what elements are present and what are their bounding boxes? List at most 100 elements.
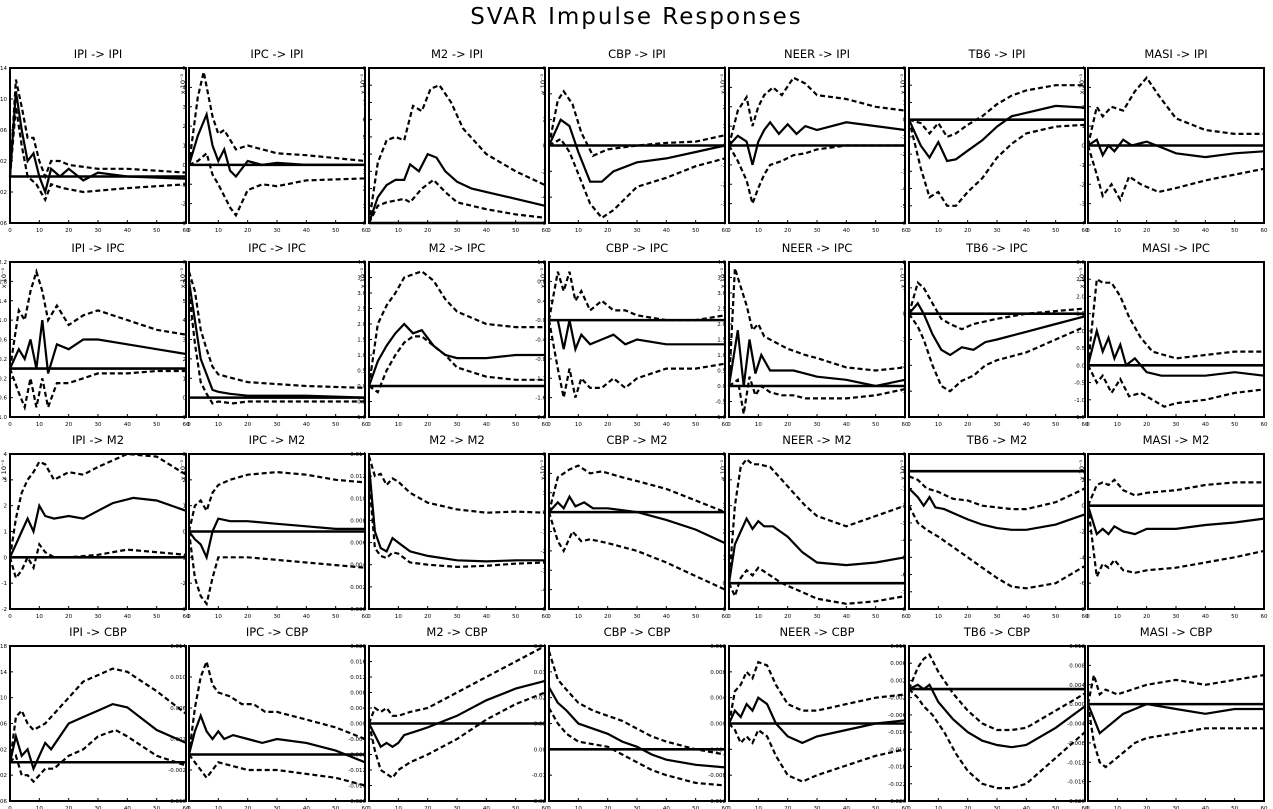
y-tick-label: -0.004 bbox=[348, 737, 366, 743]
y-tick-label: -0.02 bbox=[532, 799, 546, 805]
y-tick-label: 3.0 bbox=[357, 291, 366, 297]
y-tick-label: 4.0 bbox=[717, 260, 726, 266]
x-tick-label: 50 bbox=[153, 614, 160, 620]
y-tick-label: -5 bbox=[901, 204, 907, 210]
y-tick-label: 0.014 bbox=[0, 670, 7, 676]
x-tick-label: 20 bbox=[424, 228, 431, 234]
y-tick-label: 0.02 bbox=[534, 696, 546, 702]
x-tick-label: 50 bbox=[153, 422, 160, 428]
x-tick-label: 0 bbox=[547, 806, 551, 809]
x-tick-label: 30 bbox=[95, 228, 102, 234]
y-tick-label: 3 bbox=[183, 338, 187, 344]
x-tick-label: 0 bbox=[727, 422, 731, 428]
y-tick-label: 0.002 bbox=[0, 159, 7, 165]
y-tick-label: -3 bbox=[1080, 202, 1086, 208]
y-tick-label: 2.0 bbox=[357, 322, 366, 328]
y-tick-label: -3 bbox=[541, 568, 547, 574]
upper-band-line bbox=[187, 271, 366, 389]
response-line bbox=[8, 319, 187, 374]
y-tick-label: -2 bbox=[721, 182, 726, 188]
x-tick-label: 30 bbox=[814, 422, 821, 428]
x-tick-label: 60 bbox=[902, 806, 909, 809]
x-tick-label: 60 bbox=[1261, 806, 1268, 809]
x-tick-label: 0 bbox=[1086, 806, 1090, 809]
y-tick-label: 2.5 bbox=[357, 307, 366, 313]
y-tick-label: 3.5 bbox=[357, 276, 366, 282]
response-line bbox=[548, 686, 726, 769]
y-tick-label: -1 bbox=[721, 163, 726, 169]
y-tick-label: 0.006 bbox=[0, 128, 7, 134]
y-tick-label: 3 bbox=[723, 85, 727, 91]
x-tick-label: 60 bbox=[902, 614, 909, 620]
y-tick-label: -0.010 bbox=[888, 730, 906, 736]
x-tick-label: 30 bbox=[1173, 228, 1180, 234]
y-tick-label: -0.002 bbox=[0, 773, 7, 779]
y-tick-label: 0.002 bbox=[170, 737, 186, 743]
y-tick-label: 1.5 bbox=[357, 338, 366, 344]
y-tick-label: 0.010 bbox=[0, 696, 7, 702]
y-tick-label: -3 bbox=[721, 202, 727, 208]
response-line bbox=[187, 712, 366, 764]
x-tick-label: 20 bbox=[604, 422, 611, 428]
x-tick-label: 10 bbox=[215, 806, 222, 809]
y-tick-label: -0.002 bbox=[0, 190, 7, 196]
lower-band-line bbox=[8, 541, 187, 581]
y-tick-label: 0.2 bbox=[0, 357, 7, 363]
lower-band-line bbox=[908, 313, 1086, 393]
x-tick-label: 50 bbox=[512, 228, 519, 234]
x-tick-label: 10 bbox=[36, 422, 43, 428]
y-tick-label: 3 bbox=[1082, 85, 1086, 91]
y-tick-label: -0.002 bbox=[888, 696, 906, 702]
x-tick-label: 40 bbox=[303, 614, 310, 620]
x-tick-label: 60 bbox=[1082, 806, 1089, 809]
response-line bbox=[367, 465, 545, 563]
upper-band-line bbox=[907, 280, 1086, 331]
x-tick-label: 30 bbox=[1173, 422, 1180, 428]
y-tick-label: -1 bbox=[901, 486, 906, 492]
x-tick-label: 40 bbox=[1023, 806, 1030, 809]
y-tick-label: 1.2 bbox=[537, 260, 546, 266]
upper-band-line bbox=[547, 464, 726, 514]
y-tick-label: 4 bbox=[723, 478, 727, 484]
x-tick-label: 0 bbox=[907, 614, 911, 620]
panel-frame bbox=[368, 453, 546, 610]
y-tick-label: 4 bbox=[183, 85, 187, 91]
y-tick-label: 0.0 bbox=[717, 384, 726, 390]
y-tick-label: 3.0 bbox=[1076, 260, 1085, 266]
y-tick-label: 0 bbox=[543, 144, 547, 150]
x-tick-label: 60 bbox=[1261, 614, 1268, 620]
y-tick-label: 3.0 bbox=[717, 291, 726, 297]
panel-title: CBP -> CBP bbox=[604, 625, 671, 639]
x-tick-label: 30 bbox=[1173, 806, 1180, 809]
y-tick-label: 0.018 bbox=[0, 644, 7, 650]
y-tick-label: 0.010 bbox=[890, 644, 906, 650]
x-tick-label: 40 bbox=[1202, 228, 1209, 234]
y-tick-label: 1 bbox=[363, 204, 367, 210]
y-tick-label: -3 bbox=[181, 221, 187, 227]
y-tick-label: 1.0 bbox=[357, 353, 366, 359]
y-tick-label: 0 bbox=[4, 555, 8, 561]
response-line bbox=[188, 517, 365, 561]
x-tick-label: 20 bbox=[65, 806, 72, 809]
x-tick-label: 10 bbox=[575, 228, 582, 234]
y-tick-label: 0.5 bbox=[717, 369, 726, 375]
upper-band-line bbox=[8, 667, 187, 763]
y-tick-label: -0.4 bbox=[535, 338, 546, 344]
panel-title: MASI -> IPC bbox=[1142, 241, 1210, 255]
y-tick-label: -0.020 bbox=[348, 799, 366, 805]
y-tick-label: 2.0 bbox=[717, 322, 726, 328]
upper-band-line bbox=[727, 267, 906, 387]
y-tick-label: 2 bbox=[543, 118, 547, 124]
lower-band-line bbox=[908, 505, 1086, 590]
y-tick-label: 0.014 bbox=[170, 644, 186, 650]
response-line bbox=[727, 516, 906, 584]
y-tick-label: -1 bbox=[541, 530, 546, 536]
y-tick-label: 3 bbox=[543, 452, 547, 458]
x-tick-label: 10 bbox=[935, 422, 942, 428]
y-tick-label: 3 bbox=[723, 504, 727, 510]
y-tick-label: -2 bbox=[2, 607, 7, 613]
panel-title: CBP -> IPC bbox=[606, 241, 668, 255]
x-tick-label: 30 bbox=[814, 614, 821, 620]
x-tick-label: 50 bbox=[332, 806, 339, 809]
